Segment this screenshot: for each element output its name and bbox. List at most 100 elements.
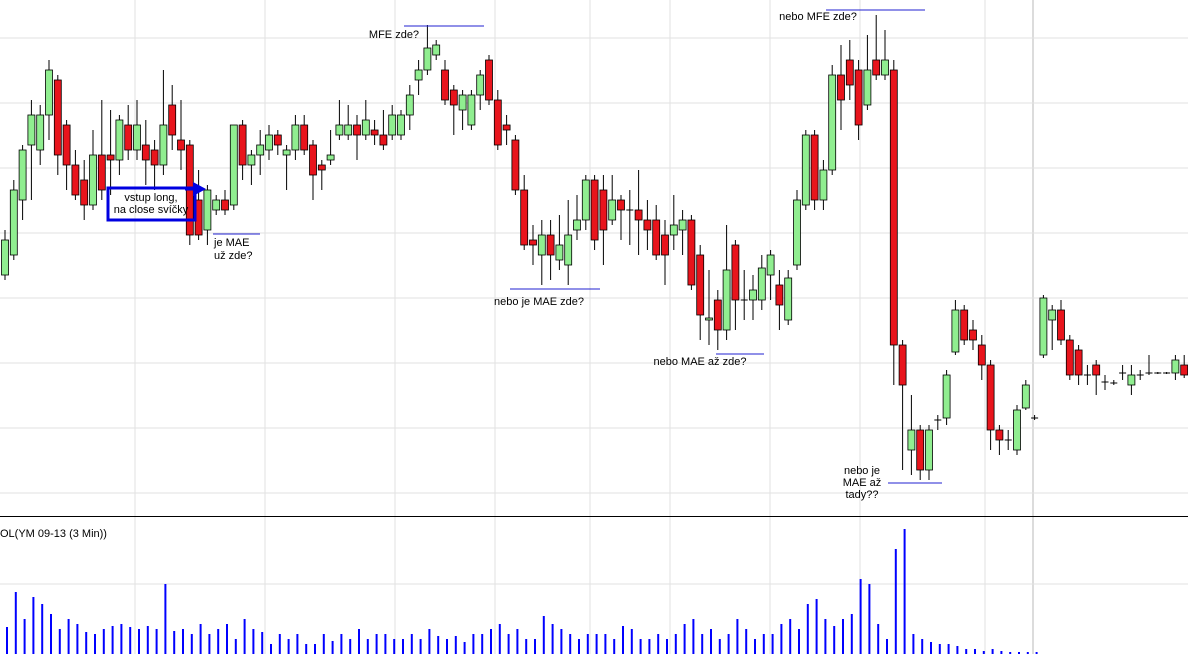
candle-body	[749, 289, 757, 301]
annotation: MFE zde?	[369, 29, 419, 41]
candle-body	[731, 244, 740, 301]
candle-body	[872, 59, 881, 76]
candle-body	[969, 329, 977, 341]
candle-body	[441, 69, 449, 101]
candle-body	[1013, 409, 1021, 451]
candle-body	[247, 154, 256, 166]
candle-body	[1048, 309, 1057, 321]
candle-body	[581, 179, 590, 221]
candle-body	[212, 199, 221, 211]
candle-body	[282, 149, 291, 156]
candle-body	[784, 277, 793, 321]
candle-body	[687, 219, 696, 286]
candle-body	[62, 124, 71, 166]
marks	[1, 15, 1188, 654]
candle-body	[661, 234, 669, 256]
candle-body	[1057, 309, 1065, 341]
candle-body	[405, 94, 414, 116]
candle-body	[432, 44, 441, 56]
candle-body	[89, 154, 97, 206]
candle-body	[370, 129, 379, 136]
candle-body	[986, 364, 995, 431]
candle-body	[925, 429, 933, 471]
candle-body	[344, 124, 353, 136]
candle-body	[71, 164, 80, 196]
candle-body	[617, 199, 625, 211]
candle-body	[159, 124, 168, 166]
candle-body	[124, 124, 133, 151]
candle-body	[485, 59, 493, 101]
candle-body	[881, 59, 889, 76]
candle-body	[555, 244, 564, 261]
candle-body	[353, 124, 361, 136]
candle-body	[467, 94, 476, 126]
candle-body	[1, 239, 9, 276]
candle-body	[828, 74, 837, 171]
candle-body	[810, 134, 819, 201]
candle-body	[854, 69, 863, 126]
vertical-grid	[134, 0, 1034, 654]
candle-body	[397, 114, 405, 136]
candle-body	[537, 234, 546, 256]
candle-body	[458, 94, 467, 111]
candle-body	[203, 189, 212, 231]
candle-body	[546, 234, 555, 256]
candle-body	[757, 267, 766, 301]
candle-body	[942, 374, 951, 419]
candle-body	[238, 124, 247, 166]
candle-body	[837, 74, 845, 101]
annotation: nebo MFE zde?	[779, 11, 857, 23]
volume-label: OL(YM 09-13 (3 Min))	[0, 528, 107, 540]
candle-body	[995, 429, 1004, 441]
annotation: nebo je MAE zde?	[494, 296, 584, 308]
candle-body	[177, 139, 185, 151]
candle-body	[573, 219, 581, 231]
candle-body	[1021, 384, 1030, 409]
candle-body	[361, 119, 370, 136]
candle-body	[766, 254, 775, 276]
candle-body	[960, 309, 969, 341]
candle-body	[705, 317, 713, 321]
candle-body	[775, 284, 784, 306]
candle-body	[414, 69, 423, 81]
candle-body	[722, 269, 731, 331]
candle-body	[529, 239, 537, 246]
candle-body	[1074, 349, 1083, 376]
candle-body	[27, 114, 36, 146]
candle-body	[423, 47, 432, 71]
annotation: tady??	[845, 489, 878, 501]
candle-body	[916, 429, 925, 471]
candle-body	[819, 169, 828, 201]
annotation: nebo MAE až zde?	[654, 356, 747, 368]
candle-body	[36, 114, 45, 151]
candle-body	[520, 189, 529, 246]
candle-body	[977, 344, 986, 366]
annotation: na close svíčky	[114, 204, 189, 216]
candle-body	[599, 189, 608, 231]
candle-body	[1180, 364, 1188, 376]
candle-body	[713, 299, 722, 331]
candle-body	[898, 344, 907, 386]
candle-body	[115, 119, 124, 161]
annotation: už zde?	[214, 250, 253, 262]
candle-body	[1039, 297, 1048, 356]
candle-body	[80, 179, 89, 206]
candle-body	[291, 124, 300, 151]
candle-body	[150, 149, 159, 166]
candle-body	[564, 234, 573, 266]
annotation: je MAE	[213, 237, 249, 249]
candle-body	[793, 199, 801, 266]
annotation: MAE až	[843, 477, 882, 489]
candle-body	[1092, 364, 1101, 376]
annotation: nebo je	[844, 465, 880, 477]
candle-body	[45, 69, 53, 116]
candle-body	[634, 209, 643, 221]
annotation: vstup long,	[124, 192, 177, 204]
candle-body	[863, 69, 872, 106]
candle-body	[326, 154, 335, 161]
candle-body	[53, 79, 62, 156]
candle-body	[106, 154, 115, 161]
candle-body	[652, 219, 661, 256]
candle-body	[229, 124, 238, 206]
